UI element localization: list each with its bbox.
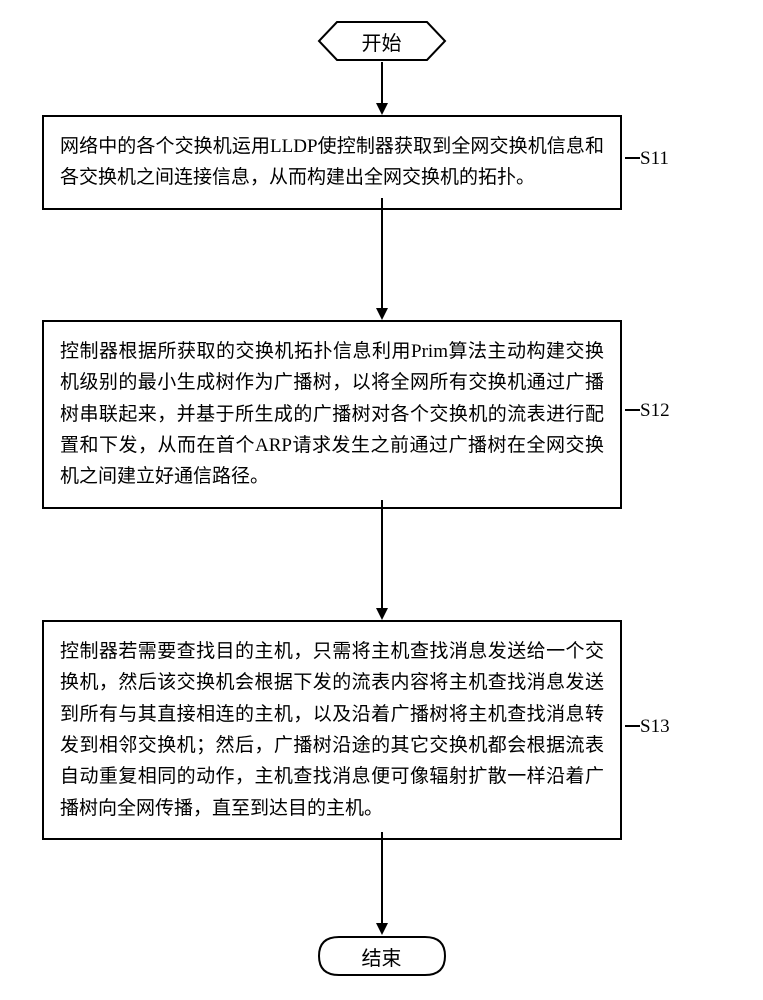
label-line-s13 <box>625 725 640 727</box>
label-line-s11 <box>625 157 640 159</box>
label-line-s12 <box>625 409 640 411</box>
process-s12-text: 控制器根据所获取的交换机拓扑信息利用Prim算法主动构建交换机级别的最小生成树作… <box>60 341 604 487</box>
label-s11: S11 <box>640 148 669 170</box>
process-s11: 网络中的各个交换机运用LLDP使控制器获取到全网交换机信息和各交换机之间连接信息… <box>42 115 622 210</box>
process-s12: 控制器根据所获取的交换机拓扑信息利用Prim算法主动构建交换机级别的最小生成树作… <box>42 320 622 509</box>
label-s13: S13 <box>640 716 670 738</box>
process-s13-text: 控制器若需要查找目的主机，只需将主机查找消息发送给一个交换机，然后该交换机会根据… <box>60 641 604 819</box>
end-terminator: 结束 <box>317 935 447 977</box>
arrow-s11-s12 <box>372 198 392 320</box>
process-s13: 控制器若需要查找目的主机，只需将主机查找消息发送给一个交换机，然后该交换机会根据… <box>42 620 622 840</box>
process-s11-text: 网络中的各个交换机运用LLDP使控制器获取到全网交换机信息和各交换机之间连接信息… <box>60 136 604 188</box>
label-s12: S12 <box>640 400 670 422</box>
arrow-start-s11 <box>372 62 392 115</box>
start-label: 开始 <box>362 27 402 56</box>
arrow-s12-s13 <box>372 500 392 620</box>
start-terminator: 开始 <box>317 20 447 62</box>
flowchart-container: 开始 网络中的各个交换机运用LLDP使控制器获取到全网交换机信息和各交换机之间连… <box>0 0 763 1000</box>
end-label: 结束 <box>362 942 402 971</box>
arrow-s13-end <box>372 832 392 935</box>
